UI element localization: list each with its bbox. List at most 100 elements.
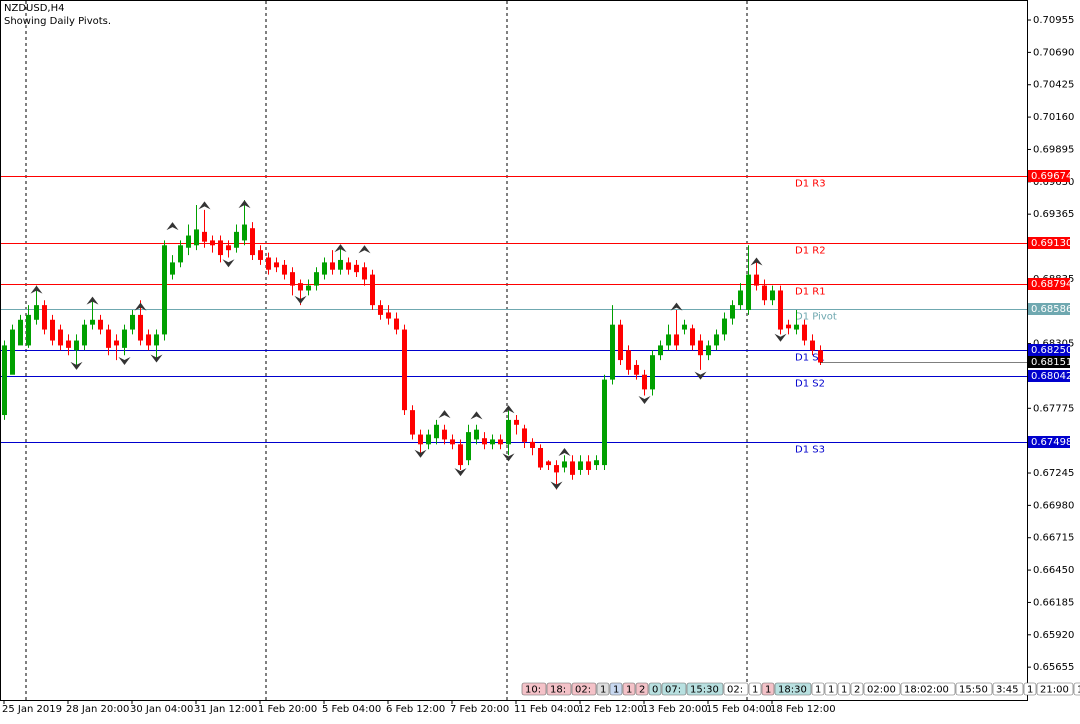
fractal-down [694,371,707,380]
bottom-tag-text: 10: [525,685,541,696]
candle-body [274,262,279,268]
candle-body [242,224,247,241]
level-name: D1 R3 [795,179,826,190]
y-tick-label: 0.67775 [1033,403,1074,414]
candle-body [346,262,351,270]
x-tick-label: 18 Feb 12:00 [770,704,836,715]
candle-body [370,274,375,306]
fractal-down [454,468,467,477]
level-box [1028,370,1070,382]
x-tick-label: 25 Jan 2019 [2,704,62,715]
candle-body [378,305,383,315]
y-tick-label: 0.70160 [1033,112,1074,123]
bottom-tag [811,682,825,696]
fractal-up [670,302,683,311]
candle-body [354,264,359,273]
candle-body [642,374,647,390]
candle-body [762,285,767,301]
candle-body [250,228,255,256]
candle-body [722,318,727,335]
y-tick-label: 0.70955 [1033,15,1074,26]
bottom-tag-text: 02: [575,685,591,696]
bottom-tag-text: 1 [841,685,847,696]
candle-body [730,305,735,319]
level-name: D1 S3 [795,445,825,456]
level-box [1028,344,1070,356]
candle-body [162,245,167,335]
x-tick-label: 11 Feb 04:00 [514,704,580,715]
level-name: D1 Pivot [795,312,837,323]
bottom-tag-text: 15:50 [959,685,988,696]
fractals [30,200,787,490]
candle-body [322,262,327,275]
bottom-tag-text: 07: [665,685,681,696]
candle-body [402,329,407,411]
fractal-down [774,333,787,342]
x-tick-label: 12 Feb 12:00 [578,704,644,715]
level-name: D1 S2 [795,379,825,390]
current-price-box [1028,356,1070,368]
level-box [1028,436,1070,448]
level-name: D1 R2 [795,246,826,257]
x-tick-label: 7 Feb 20:00 [450,704,509,715]
bottom-tag [761,682,775,696]
candle-body [458,444,463,466]
level-value: 0.69674 [1031,171,1072,182]
bottom-tag-text: 3:45 [996,685,1018,696]
bottom-tag [1023,682,1037,696]
candle-body [90,319,95,325]
bottom-tag [955,682,993,696]
candle-body [682,324,687,330]
current-price-value: 0.68151 [1031,357,1072,368]
bottom-tag [622,682,636,696]
candle-body [554,465,559,473]
candle-body [482,438,487,445]
candle-body [690,328,695,346]
candle-body [266,257,271,270]
candle-body [18,319,23,346]
bottom-tag-text: 02: [727,685,743,696]
level-value: 0.68250 [1031,345,1072,356]
bottom-tag-text: 02:00 [867,685,896,696]
candle-body [10,329,15,375]
candle-body [658,345,663,356]
y-tick-label: 0.65655 [1033,662,1074,673]
bottom-tag-text: 1 [828,685,834,696]
level-value: 0.69130 [1031,238,1072,249]
bottom-tag-text: 1 [752,685,758,696]
candle-body [226,245,231,251]
candle-body [114,340,119,346]
level-box [1028,237,1070,249]
bottom-tag [837,682,851,696]
candle-body [178,245,183,263]
bottom-tag-text: 2 [854,685,860,696]
fractal-up [30,285,43,294]
candle-body [42,305,47,330]
candle-body [26,314,31,346]
bottom-tag-text: 1 [626,685,632,696]
candles [2,200,823,490]
candle-body [450,439,455,445]
candle-body [138,314,143,341]
candle-body [298,283,303,291]
bottom-tag [774,682,812,696]
bottom-tag-text: 1 [1027,685,1033,696]
bottom-tag [546,682,572,696]
candle-body [594,460,599,466]
fractal-up [750,257,763,266]
fractal-up [502,405,515,414]
y-tick-label: 0.66185 [1033,597,1074,608]
candle-body [618,324,623,361]
candle-body [706,345,711,356]
candle-body [210,240,215,246]
fractal-up [238,200,251,209]
level-value: 0.68042 [1031,371,1072,382]
candle-body [394,318,399,330]
candle-body [122,329,127,348]
candle-body [202,231,207,242]
bottom-tag-text: 18:30 [778,685,807,696]
fractal-up [438,410,451,419]
bottom-tag-text: 21:00 [1040,685,1069,696]
fractal-down [502,453,515,462]
